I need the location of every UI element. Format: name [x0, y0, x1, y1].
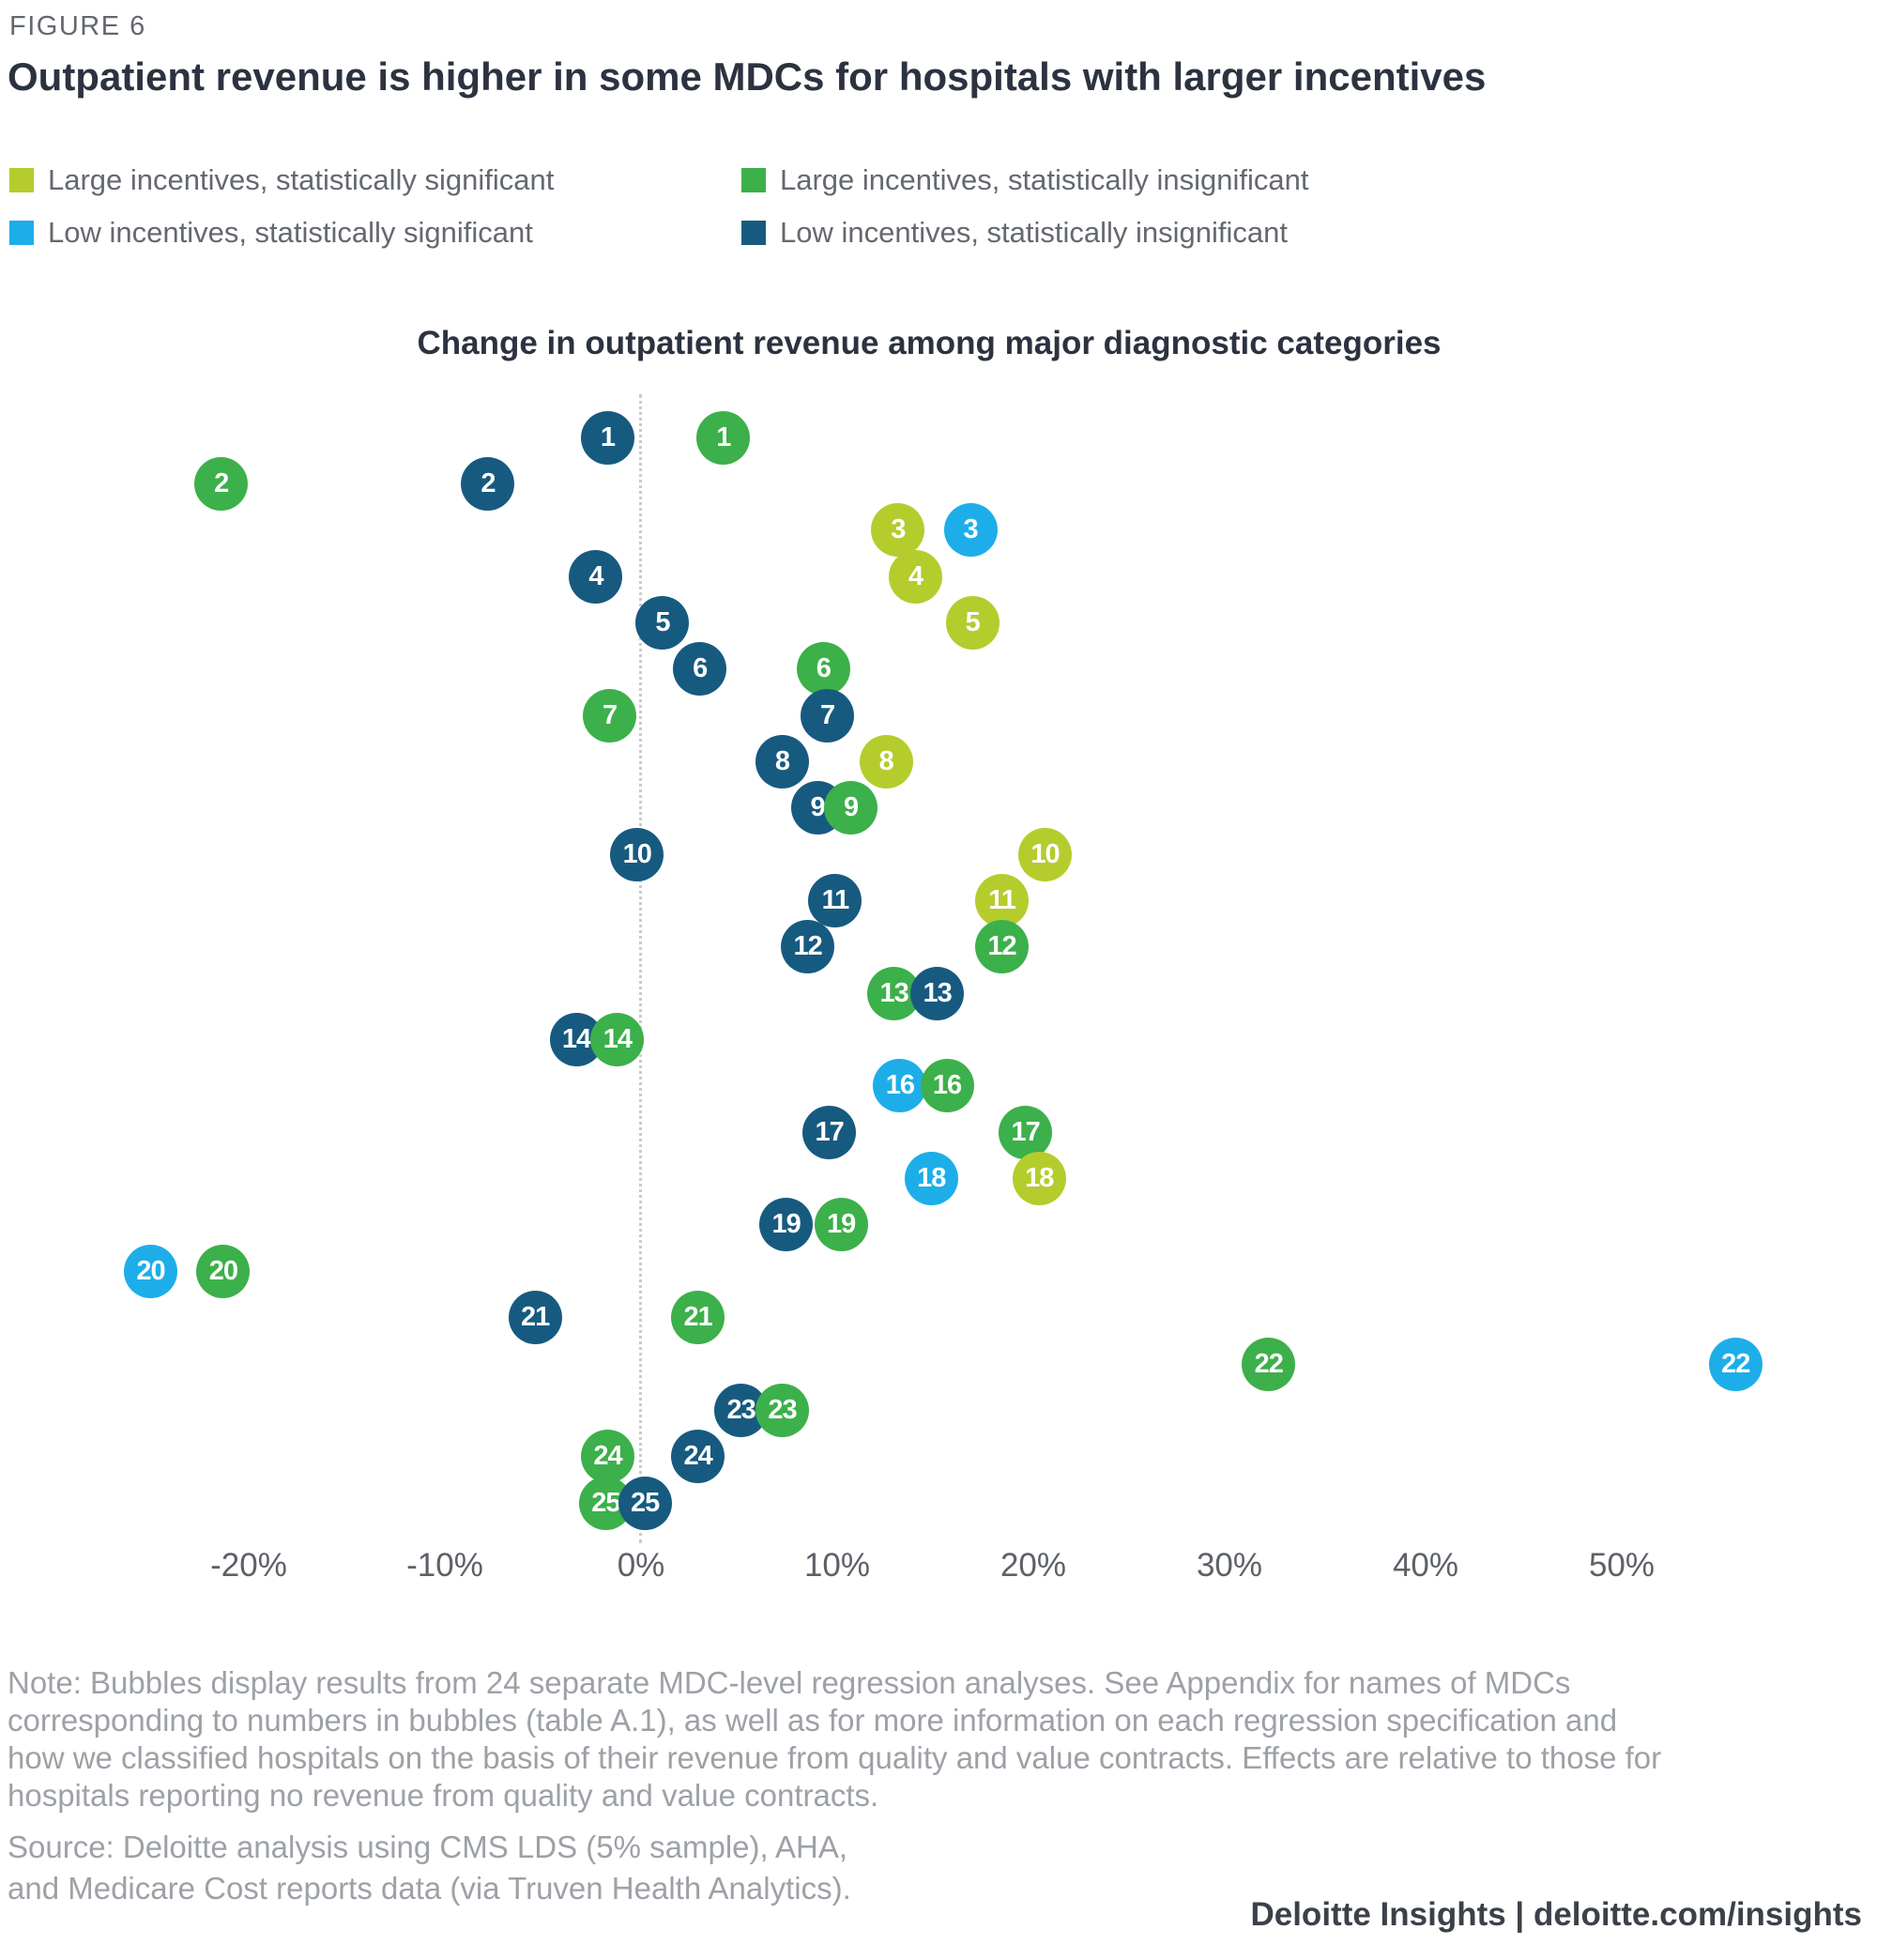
- legend-item-low-significant: Low incentives, statistically significan…: [9, 214, 533, 252]
- bubble-mdc-19-low-incentive: 19: [759, 1198, 814, 1252]
- source-text: Source: Deloitte analysis using CMS LDS …: [8, 1830, 851, 1906]
- bubble-mdc-17-large-incentive: 17: [999, 1105, 1053, 1159]
- x-axis-tick-20%: 20%: [1000, 1547, 1067, 1584]
- legend-item-low-insignificant: Low incentives, statistically insignific…: [741, 214, 1288, 252]
- bubble-mdc-22-low-incentive: 22: [1708, 1337, 1763, 1391]
- bubble-mdc-2-large-incentive: 2: [194, 456, 249, 511]
- note-text: Note: Bubbles display results from 24 se…: [8, 1665, 1662, 1813]
- legend-label: Low incentives, statistically significan…: [48, 216, 533, 249]
- bubble-mdc-8-low-incentive: 8: [755, 734, 809, 789]
- x-axis-tick--20%: -20%: [210, 1547, 287, 1584]
- x-axis-tick-50%: 50%: [1588, 1547, 1656, 1584]
- legend-swatch-large-insignificant: [741, 168, 766, 192]
- legend-swatch-low-significant: [9, 221, 34, 245]
- bubble-mdc-3-low-incentive: 3: [943, 503, 998, 558]
- bubble-mdc-2-low-incentive: 2: [461, 456, 515, 511]
- x-axis-tick-30%: 30%: [1196, 1547, 1263, 1584]
- bubble-mdc-3-large-incentive: 3: [871, 503, 925, 558]
- bubble-mdc-18-low-incentive: 18: [904, 1152, 958, 1206]
- bubble-mdc-11-large-incentive: 11: [975, 874, 1030, 927]
- legend-label: Large incentives, statistically insignif…: [780, 163, 1309, 196]
- x-axis-tick--10%: -10%: [406, 1547, 483, 1584]
- legend-swatch-low-insignificant: [741, 221, 766, 245]
- scatter-plot: 1 1 2 2 3 3 4 4 5 5 6 6 7 7 8 8 9 9 10 10 11 11 12 12 13 13 14 14 16…: [0, 394, 1877, 1547]
- x-axis-tick-10%: 10%: [803, 1547, 871, 1584]
- bubble-mdc-4-large-incentive: 4: [889, 549, 943, 604]
- bubble-mdc-25-low-incentive: 25: [618, 1476, 672, 1530]
- chart-title: Change in outpatient revenue among major…: [417, 325, 1442, 361]
- figure-label: FIGURE 6: [9, 11, 146, 41]
- bubble-mdc-8-large-incentive: 8: [859, 734, 913, 789]
- bubble-mdc-20-large-incentive: 20: [196, 1244, 251, 1298]
- bubble-mdc-7-low-incentive: 7: [801, 688, 855, 743]
- bubble-mdc-21-large-incentive: 21: [671, 1291, 725, 1345]
- bubble-mdc-24-low-incentive: 24: [671, 1430, 725, 1484]
- legend-item-large-insignificant: Large incentives, statistically insignif…: [741, 161, 1308, 199]
- x-axis-tick-0%: 0%: [617, 1547, 665, 1584]
- figure-title: Outpatient revenue is higher in some MDC…: [8, 54, 1487, 99]
- bubble-mdc-6-large-incentive: 6: [796, 642, 850, 697]
- x-axis: -20% -10% 0% 10% 20% 30% 40% 50%: [0, 1547, 1877, 1592]
- bubble-mdc-13-low-incentive: 13: [910, 966, 965, 1020]
- bubble-mdc-19-large-incentive: 19: [814, 1198, 868, 1252]
- legend-label: Low incentives, statistically insignific…: [780, 216, 1289, 249]
- bubble-mdc-10-large-incentive: 10: [1018, 827, 1073, 881]
- bubble-mdc-21-low-incentive: 21: [508, 1291, 562, 1345]
- bubble-mdc-17-low-incentive: 17: [802, 1105, 857, 1159]
- bubble-mdc-16-large-incentive: 16: [920, 1059, 974, 1113]
- bubble-mdc-24-large-incentive: 24: [580, 1430, 634, 1484]
- bubble-mdc-1-large-incentive: 1: [696, 410, 751, 465]
- bubble-mdc-12-low-incentive: 12: [781, 920, 835, 974]
- legend-swatch-large-significant: [9, 168, 34, 192]
- bubble-mdc-9-large-incentive: 9: [824, 781, 878, 835]
- bubble-mdc-11-low-incentive: 11: [808, 874, 862, 927]
- bubble-mdc-5-large-incentive: 5: [945, 595, 1000, 650]
- bubble-mdc-14-low-incentive: 14: [549, 1013, 603, 1067]
- zero-reference-line: [639, 394, 642, 1543]
- footer-credit: Deloitte Insights | deloitte.com/insight…: [1250, 1896, 1862, 1933]
- bubble-mdc-18-large-incentive: 18: [1012, 1152, 1066, 1206]
- bubble-mdc-14-large-incentive: 14: [590, 1013, 645, 1067]
- legend-label: Large incentives, statistically signific…: [48, 163, 555, 196]
- legend-item-large-significant: Large incentives, statistically signific…: [9, 161, 554, 199]
- bubble-mdc-6-low-incentive: 6: [673, 642, 727, 697]
- bubble-mdc-20-low-incentive: 20: [124, 1244, 177, 1298]
- bubble-mdc-7-large-incentive: 7: [583, 688, 637, 743]
- bubble-mdc-22-large-incentive: 22: [1242, 1337, 1296, 1391]
- bubble-mdc-16-low-incentive: 16: [873, 1059, 927, 1113]
- x-axis-tick-40%: 40%: [1392, 1547, 1459, 1584]
- bubble-mdc-23-large-incentive: 23: [755, 1383, 809, 1437]
- bubble-mdc-5-low-incentive: 5: [635, 595, 690, 650]
- bubble-mdc-10-low-incentive: 10: [610, 827, 664, 881]
- bubble-mdc-4-low-incentive: 4: [569, 549, 623, 604]
- bubble-mdc-12-large-incentive: 12: [975, 920, 1030, 974]
- bubble-mdc-1-low-incentive: 1: [580, 410, 634, 465]
